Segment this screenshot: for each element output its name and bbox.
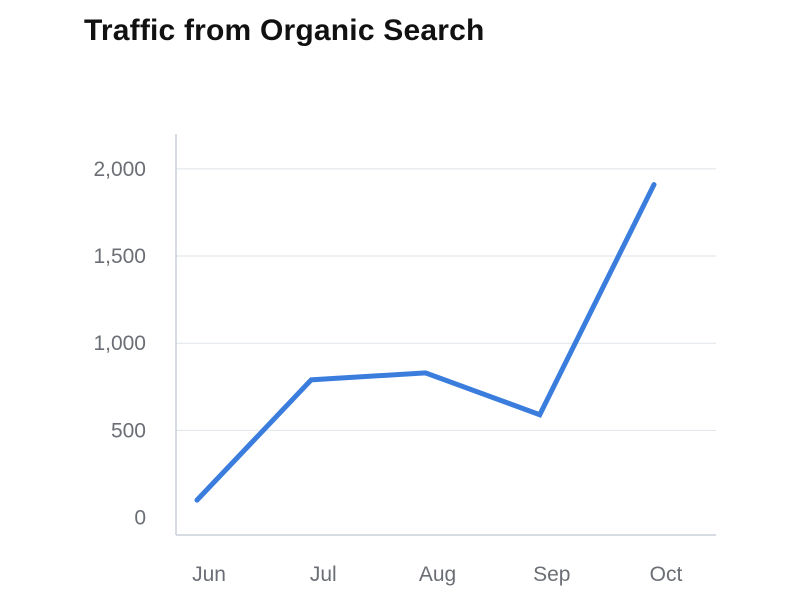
y-tick-label: 2,000: [93, 158, 146, 181]
y-tick-label: 500: [111, 419, 146, 442]
x-axis-ticks: Jun Jul Aug Sep Oct: [192, 563, 682, 586]
x-tick-label: Jun: [192, 563, 226, 586]
y-tick-label: 1,000: [93, 332, 146, 355]
x-tick-label: Oct: [650, 563, 683, 586]
x-tick-label: Sep: [533, 563, 570, 586]
x-tick-label: Aug: [419, 563, 456, 586]
series-lines: [194, 182, 657, 503]
chart-title: Traffic from Organic Search: [84, 14, 485, 47]
series-line: [194, 182, 657, 503]
x-tick-label: Jul: [310, 563, 337, 586]
y-axis-ticks: 0 500 1,000 1,500 2,000: [93, 158, 146, 530]
y-tick-label: 1,500: [93, 245, 146, 268]
gridlines: [176, 168, 716, 431]
y-tick-label: 0: [134, 507, 146, 530]
